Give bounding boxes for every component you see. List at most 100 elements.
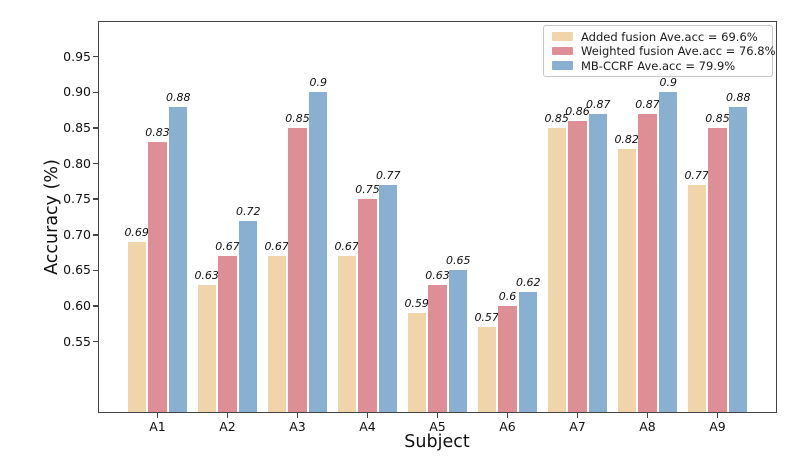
x-tick-label: A7 [569,419,586,434]
x-tick-label: A3 [289,419,306,434]
bar-value-label: 0.62 [516,275,541,289]
bar-value-label: 0.9 [659,76,678,90]
y-tick-mark [93,198,98,200]
x-axis-title: Subject [404,432,470,452]
y-tick-mark [93,91,98,93]
y-tick-label: 0.95 [63,48,91,64]
bar-value-label: 0.88 [166,90,191,104]
bar-value-label: 0.87 [586,97,611,111]
bar [638,113,657,412]
x-tick-label: A6 [499,419,516,434]
bar [708,127,727,412]
bar-value-label: 0.67 [334,240,359,254]
x-tick-mark [156,413,159,418]
y-tick-mark [93,341,98,343]
bar-value-label: 0.6 [498,290,517,304]
bar-value-label: 0.85 [705,111,730,125]
bar [337,256,356,412]
bar [589,113,608,412]
x-tick-label: A9 [709,419,726,434]
bar-value-label: 0.57 [474,311,499,325]
bar [239,220,258,412]
bar-value-label: 0.69 [124,225,149,239]
bar [148,142,167,412]
bar-value-label: 0.85 [544,111,569,125]
x-tick-label: A5 [429,419,446,434]
bar [218,256,237,412]
bar [659,92,678,412]
bar [169,106,188,412]
bar [568,120,587,412]
y-tick-label: 0.70 [63,226,91,242]
y-tick-mark [93,234,98,236]
y-tick-label: 0.65 [63,262,91,278]
bar [309,92,328,412]
legend-item-weighted-fusion: Weighted fusion Ave.acc = 76.8% [552,44,776,58]
legend-swatch-mb-ccrf [552,61,573,70]
bar-value-label: 0.72 [236,204,261,218]
legend-item-mb-ccrf: MB-CCRF Ave.acc = 79.9% [552,59,764,73]
bar-value-label: 0.65 [446,254,471,268]
legend-label-mb-ccrf: MB-CCRF Ave.acc = 79.9% [581,58,736,73]
bar-value-label: 0.9 [309,76,328,90]
bar [687,184,706,412]
y-tick-label: 0.85 [63,119,91,135]
y-tick-label: 0.75 [63,191,91,207]
bar-value-label: 0.77 [376,168,401,182]
y-tick-mark [93,55,98,58]
y-tick-mark [93,305,98,307]
legend-label-weighted-fusion: Weighted fusion Ave.acc = 76.8% [581,44,776,58]
x-tick-mark [296,413,299,418]
bar [617,149,636,412]
legend-item-added-fusion: Added fusion Ave.acc = 69.6% [552,30,764,44]
x-tick-mark [646,413,649,418]
bar-value-label: 0.75 [355,183,380,197]
x-tick-mark [576,413,579,418]
x-tick-label: A8 [639,419,656,434]
bar-value-label: 0.67 [264,240,289,254]
legend-label-added-fusion: Added fusion Ave.acc = 69.6% [581,29,758,44]
bar [519,291,538,412]
y-tick-label: 0.60 [63,298,91,314]
bar-value-label: 0.83 [145,126,170,140]
x-tick-label: A2 [219,419,236,434]
bar [498,306,517,412]
bar-value-label: 0.67 [215,240,240,254]
bar [127,241,146,412]
x-tick-mark [366,413,369,418]
bar-value-label: 0.85 [285,111,310,125]
bar [477,327,496,412]
bar [407,313,426,412]
bar [379,184,398,412]
x-tick-mark [226,413,229,418]
bar [449,270,468,412]
bar [267,256,286,412]
bar-value-label: 0.63 [425,268,450,282]
legend: Added fusion Ave.acc = 69.6% Weighted fu… [543,25,776,77]
y-tick-label: 0.80 [63,155,91,171]
legend-swatch-added-fusion [552,32,573,41]
x-tick-label: A1 [149,419,166,434]
bar [547,127,566,412]
bar [358,199,377,412]
bar [288,127,307,412]
bar [428,284,447,412]
y-tick-mark [93,127,98,129]
bar-value-label: 0.63 [194,268,219,282]
bar [729,106,748,412]
x-tick-mark [716,413,719,418]
x-tick-label: A4 [359,419,376,434]
bar-value-label: 0.77 [684,168,709,182]
bar [197,284,216,412]
x-tick-mark [436,413,439,418]
y-tick-mark [93,162,98,165]
bar-value-label: 0.59 [404,297,429,311]
y-tick-mark [93,269,98,272]
bar-value-label: 0.82 [614,133,639,147]
bar-value-label: 0.88 [726,90,751,104]
bar-value-label: 0.87 [635,97,660,111]
x-tick-mark [506,413,509,418]
y-tick-label: 0.55 [63,333,91,349]
